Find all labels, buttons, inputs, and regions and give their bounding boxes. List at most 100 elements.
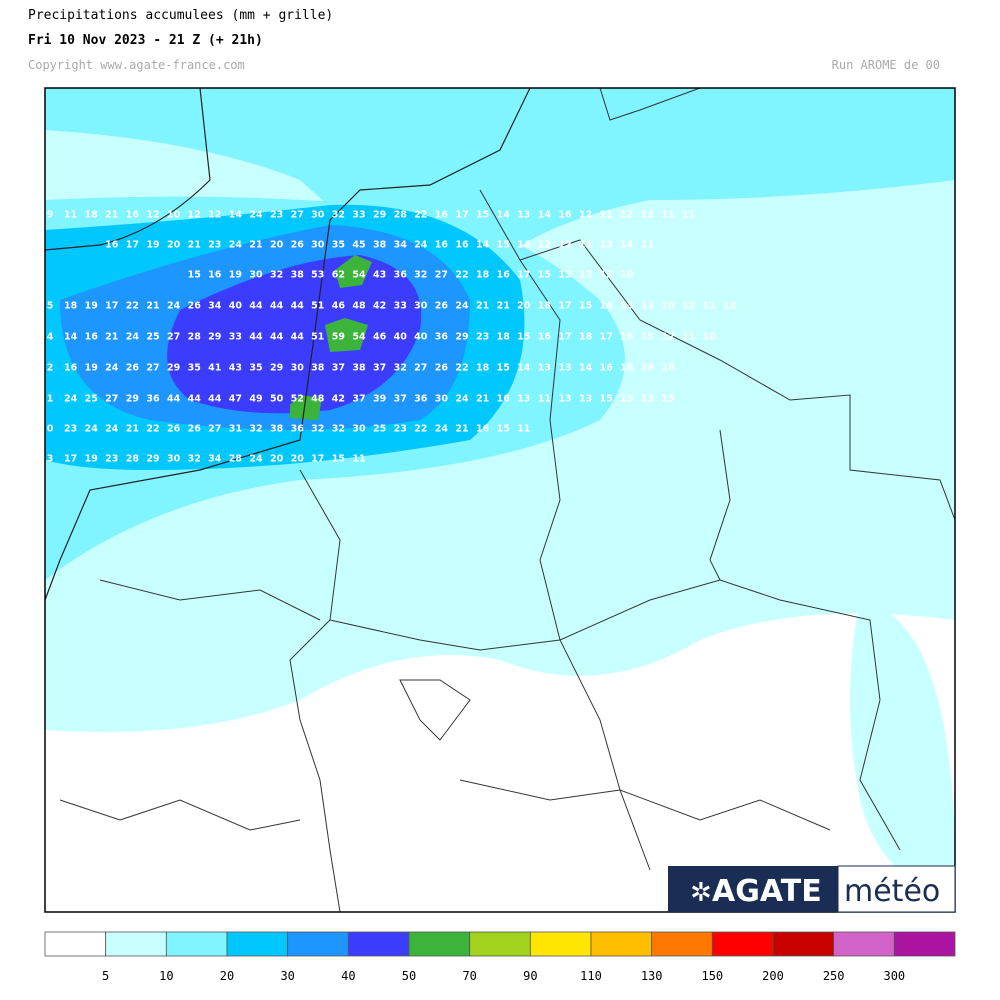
grid-value: 15 bbox=[517, 332, 530, 343]
grid-value: 37 bbox=[394, 394, 407, 405]
grid-value: 13 bbox=[579, 394, 592, 405]
legend-label: 300 bbox=[883, 969, 905, 983]
grid-value: 13 bbox=[620, 394, 633, 405]
legend: 5 10 20 30 40 50 70 90 110 130 150 200 250 300 bbox=[44, 931, 956, 983]
legend-label: 50 bbox=[402, 969, 416, 983]
grid-value: 14 bbox=[620, 240, 634, 251]
grid-value: 54 bbox=[352, 270, 366, 281]
grid-value: 16 bbox=[538, 332, 552, 343]
grid-value: 24 bbox=[455, 301, 469, 312]
grid-value: 12 bbox=[641, 210, 654, 221]
grid-value: 16 bbox=[105, 240, 119, 251]
grid-value: 10 bbox=[620, 270, 634, 281]
grid-value: 20 bbox=[517, 301, 531, 312]
border bbox=[399, 679, 831, 831]
logo-box-right bbox=[837, 865, 956, 913]
grid-value: 13 bbox=[558, 394, 571, 405]
grid-value: 50 bbox=[270, 394, 284, 405]
grid-value: 51 bbox=[311, 301, 324, 312]
run-info: Run AROME de 00 bbox=[831, 58, 940, 72]
grid-value: 13 bbox=[641, 301, 654, 312]
grid-value: 44 bbox=[270, 301, 284, 312]
grid-value: 11 bbox=[682, 332, 695, 343]
grid-value: 53 bbox=[311, 270, 324, 281]
grid-value: 15 bbox=[476, 210, 489, 221]
grid-value: 20 bbox=[270, 240, 284, 251]
grid-value: 27 bbox=[208, 424, 221, 435]
grid-value: 1 bbox=[47, 394, 54, 405]
grid-value: 13 bbox=[641, 394, 654, 405]
grid-value: 44 bbox=[291, 332, 305, 343]
grid-value: 23 bbox=[270, 210, 283, 221]
grid-value: 19 bbox=[85, 301, 98, 312]
grid-value: 54 bbox=[352, 332, 366, 343]
grid-value: 18 bbox=[661, 363, 675, 374]
logo: ✲ AGATE météo bbox=[668, 865, 956, 913]
grid-value: 24 bbox=[435, 424, 449, 435]
grid-value: 36 bbox=[435, 332, 449, 343]
grid-value: 51 bbox=[311, 332, 324, 343]
grid-value: 32 bbox=[414, 270, 427, 281]
grid-value: 14 bbox=[579, 363, 593, 374]
grid-value: 46 bbox=[332, 301, 346, 312]
grid-value: 17 bbox=[64, 454, 77, 465]
legend-label: 130 bbox=[641, 969, 663, 983]
grid-value: 16 bbox=[435, 240, 449, 251]
grid-value: 14 bbox=[517, 363, 531, 374]
grid-value: 22 bbox=[455, 363, 468, 374]
field-50a bbox=[335, 255, 372, 288]
grid-value: 17 bbox=[126, 240, 139, 251]
coast bbox=[44, 87, 211, 251]
grid-value: 40 bbox=[394, 332, 408, 343]
grid-value: 11 bbox=[703, 301, 716, 312]
grid-value: 18 bbox=[538, 301, 552, 312]
grid-value: 30 bbox=[311, 240, 325, 251]
legend-swatch bbox=[772, 931, 835, 957]
grid-value: 32 bbox=[311, 424, 324, 435]
grid-value: 21 bbox=[249, 240, 262, 251]
grid-value: 37 bbox=[373, 363, 386, 374]
grid-value: 24 bbox=[414, 240, 428, 251]
grid-value: 14 bbox=[600, 301, 614, 312]
grid-value: 24 bbox=[229, 240, 243, 251]
legend-swatch bbox=[165, 931, 228, 957]
grid-value: 27 bbox=[167, 332, 180, 343]
grid-value: 14 bbox=[476, 240, 490, 251]
grid-value: 14 bbox=[538, 210, 552, 221]
grid-value: 28 bbox=[188, 332, 202, 343]
grid-value: 16 bbox=[620, 332, 634, 343]
grid-value: 12 bbox=[620, 210, 633, 221]
grid-value: 17 bbox=[600, 332, 613, 343]
grid-value: 19 bbox=[641, 363, 654, 374]
grid-value: 12 bbox=[661, 332, 674, 343]
grid-value: 13 bbox=[620, 301, 633, 312]
legend-swatch bbox=[226, 931, 289, 957]
grid-value: 11 bbox=[352, 454, 365, 465]
grid-value: 18 bbox=[497, 332, 511, 343]
grid-value: 34 bbox=[208, 454, 222, 465]
legend-swatch bbox=[651, 931, 713, 957]
grid-value: 27 bbox=[414, 363, 427, 374]
grid-value: 26 bbox=[188, 301, 202, 312]
grid-value: 38 bbox=[373, 240, 387, 251]
grid-value: 25 bbox=[373, 424, 386, 435]
grid-value: 28 bbox=[394, 210, 408, 221]
grid-value: 12 bbox=[188, 210, 201, 221]
grid-value: 36 bbox=[146, 394, 160, 405]
grid-value: 47 bbox=[229, 394, 242, 405]
grid-value: 15 bbox=[332, 454, 345, 465]
grid-value: 23 bbox=[64, 424, 77, 435]
grid-value: 38 bbox=[291, 270, 305, 281]
grid-value: 24 bbox=[105, 363, 119, 374]
legend-label: 70 bbox=[462, 969, 476, 983]
grid-value: 30 bbox=[167, 454, 181, 465]
grid-value: 17 bbox=[105, 301, 118, 312]
grid-value: 41 bbox=[208, 363, 221, 374]
grid-value: 38 bbox=[352, 363, 366, 374]
legend-swatch bbox=[347, 931, 410, 957]
borders bbox=[44, 87, 956, 913]
legend-label: 20 bbox=[220, 969, 234, 983]
grid-value: 24 bbox=[167, 301, 181, 312]
legend-label: 30 bbox=[280, 969, 294, 983]
grid-value: 14 bbox=[497, 210, 511, 221]
